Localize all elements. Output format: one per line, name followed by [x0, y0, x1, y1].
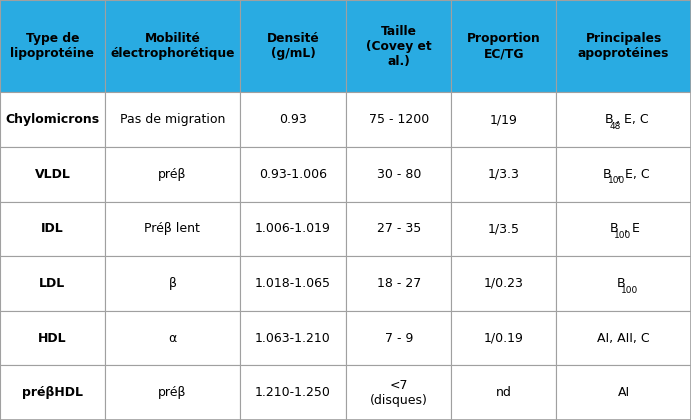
Text: 1/19: 1/19	[490, 113, 518, 126]
Text: 1/3.5: 1/3.5	[488, 223, 520, 235]
Bar	[0, 311, 105, 365]
Bar	[105, 92, 240, 147]
Bar	[556, 202, 691, 256]
Text: Préβ lent: Préβ lent	[144, 223, 200, 235]
Text: VLDL: VLDL	[35, 168, 70, 181]
Bar	[451, 202, 556, 256]
Bar	[346, 147, 451, 202]
Text: LDL: LDL	[39, 277, 66, 290]
Text: β: β	[169, 277, 176, 290]
Bar	[105, 202, 240, 256]
Text: B: B	[605, 113, 614, 126]
Bar	[0, 202, 105, 256]
Text: 1/0.19: 1/0.19	[484, 332, 524, 344]
Text: AI: AI	[618, 386, 630, 399]
Bar	[105, 147, 240, 202]
Bar	[240, 202, 346, 256]
Bar	[105, 365, 240, 420]
Bar	[556, 92, 691, 147]
Bar	[451, 311, 556, 365]
Text: 1.018-1.065: 1.018-1.065	[255, 277, 331, 290]
Bar	[346, 202, 451, 256]
Text: Type de
lipoprotéine: Type de lipoprotéine	[10, 32, 95, 60]
Bar	[105, 256, 240, 311]
Text: nd: nd	[495, 386, 511, 399]
Bar	[0, 0, 105, 92]
Bar	[240, 311, 346, 365]
Text: 100: 100	[614, 231, 632, 240]
Text: <7
(disques): <7 (disques)	[370, 379, 428, 407]
Text: Mobilité
électrophorétique: Mobilité électrophorétique	[110, 32, 235, 60]
Bar	[0, 365, 105, 420]
Text: 100: 100	[621, 286, 638, 294]
Text: 18 - 27: 18 - 27	[377, 277, 421, 290]
Bar	[451, 365, 556, 420]
Text: 1.006-1.019: 1.006-1.019	[255, 223, 331, 235]
Text: 1/3.3: 1/3.3	[488, 168, 520, 181]
Bar	[240, 256, 346, 311]
Text: 1.210-1.250: 1.210-1.250	[255, 386, 331, 399]
Bar	[451, 256, 556, 311]
Bar	[451, 0, 556, 92]
Bar	[556, 365, 691, 420]
Bar	[346, 92, 451, 147]
Text: préβHDL: préβHDL	[22, 386, 83, 399]
Bar	[346, 0, 451, 92]
Bar	[556, 0, 691, 92]
Text: IDL: IDL	[41, 223, 64, 235]
Text: , E, C: , E, C	[616, 113, 648, 126]
Text: B: B	[616, 277, 625, 290]
Text: Taille
(Covey et
al.): Taille (Covey et al.)	[366, 25, 431, 68]
Text: Proportion
EC/TG: Proportion EC/TG	[467, 32, 540, 60]
Bar	[556, 311, 691, 365]
Text: HDL: HDL	[38, 332, 67, 344]
Bar	[556, 147, 691, 202]
Text: , E: , E	[624, 223, 640, 235]
Text: Principales
apoprotéines: Principales apoprotéines	[578, 32, 670, 60]
Bar	[346, 256, 451, 311]
Text: 48: 48	[609, 122, 621, 131]
Text: Pas de migration: Pas de migration	[120, 113, 225, 126]
Text: 100: 100	[607, 176, 625, 185]
Text: 75 - 1200: 75 - 1200	[368, 113, 429, 126]
Bar	[0, 256, 105, 311]
Text: Chylomicrons: Chylomicrons	[6, 113, 100, 126]
Text: 27 - 35: 27 - 35	[377, 223, 421, 235]
Text: 0.93: 0.93	[279, 113, 307, 126]
Bar	[346, 311, 451, 365]
Text: 1.063-1.210: 1.063-1.210	[255, 332, 331, 344]
Text: 7 - 9: 7 - 9	[384, 332, 413, 344]
Text: α: α	[169, 332, 176, 344]
Text: préβ: préβ	[158, 168, 187, 181]
Bar	[105, 311, 240, 365]
Text: 1/0.23: 1/0.23	[484, 277, 524, 290]
Text: 0.93-1.006: 0.93-1.006	[259, 168, 327, 181]
Bar	[0, 147, 105, 202]
Bar	[240, 92, 346, 147]
Bar	[240, 147, 346, 202]
Bar	[240, 365, 346, 420]
Text: 30 - 80: 30 - 80	[377, 168, 421, 181]
Text: , E, C: , E, C	[617, 168, 650, 181]
Text: AI, AII, C: AI, AII, C	[597, 332, 650, 344]
Text: B: B	[603, 168, 612, 181]
Bar	[240, 0, 346, 92]
Text: B: B	[609, 223, 618, 235]
Bar	[0, 92, 105, 147]
Bar	[556, 256, 691, 311]
Bar	[451, 147, 556, 202]
Bar	[105, 0, 240, 92]
Text: préβ: préβ	[158, 386, 187, 399]
Text: Densité
(g/mL): Densité (g/mL)	[267, 32, 319, 60]
Bar	[346, 365, 451, 420]
Bar	[451, 92, 556, 147]
